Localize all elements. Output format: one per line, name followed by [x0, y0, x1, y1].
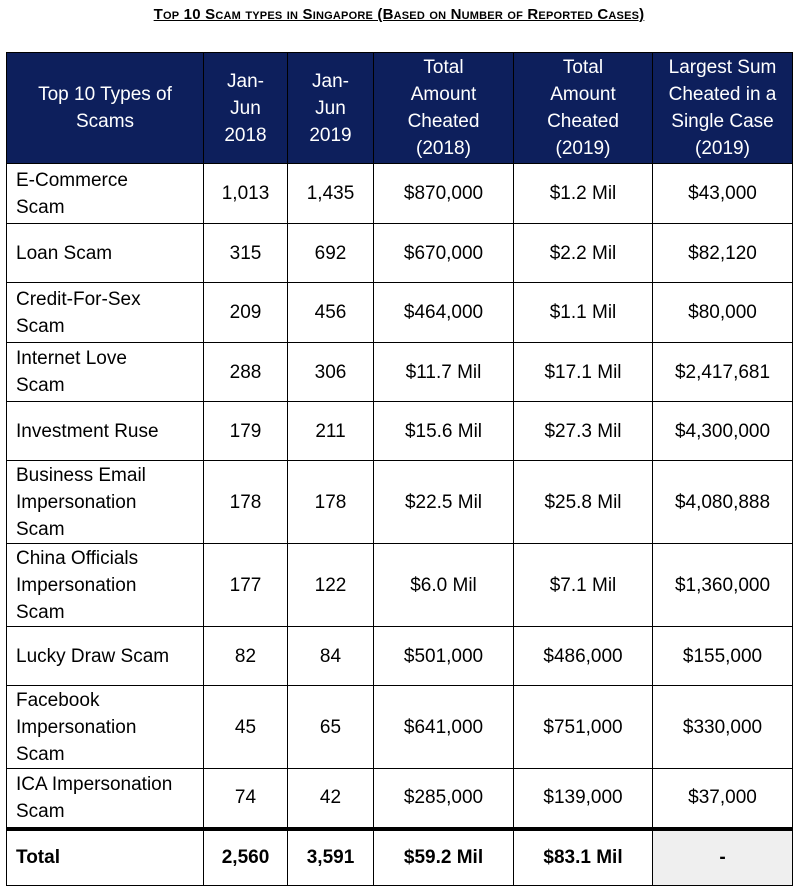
- table-row: E-Commerce Scam 1,013 1,435 $870,000 $1.…: [6, 163, 793, 224]
- cases-2019-cell: 1,435: [287, 163, 374, 224]
- total-amount-2018: $59.2 Mil: [373, 826, 514, 886]
- header-total-2018: Total Amount Cheated (2018): [373, 52, 514, 164]
- cases-2019-cell: 692: [287, 223, 374, 283]
- scam-type-cell: Lucky Draw Scam: [6, 626, 204, 686]
- total-amount-2019: $83.1 Mil: [513, 826, 653, 886]
- cases-2018-cell: 74: [203, 768, 288, 829]
- cases-2019-cell: 306: [287, 342, 374, 402]
- cases-2019-cell: 84: [287, 626, 374, 686]
- amount-2019-cell: $7.1 Mil: [513, 543, 653, 627]
- amount-2018-cell: $670,000: [373, 223, 514, 283]
- table-row: ICA Impersonation Scam 74 42 $285,000 $1…: [6, 768, 793, 829]
- amount-2019-cell: $139,000: [513, 768, 653, 829]
- cases-2019-cell: 42: [287, 768, 374, 829]
- total-label: Total: [6, 826, 204, 886]
- total-cases-2018: 2,560: [203, 826, 288, 886]
- largest-sum-cell: $43,000: [652, 163, 793, 224]
- largest-sum-cell: $155,000: [652, 626, 793, 686]
- header-jan-jun-2018: Jan-Jun 2018: [203, 52, 288, 164]
- largest-sum-cell: $4,300,000: [652, 401, 793, 461]
- amount-2019-cell: $2.2 Mil: [513, 223, 653, 283]
- table-row: China Officials Impersonation Scam 177 1…: [6, 543, 793, 627]
- amount-2019-cell: $486,000: [513, 626, 653, 686]
- largest-sum-cell: $330,000: [652, 685, 793, 769]
- table-row: Lucky Draw Scam 82 84 $501,000 $486,000 …: [6, 626, 793, 686]
- table-row: Loan Scam 315 692 $670,000 $2.2 Mil $82,…: [6, 223, 793, 283]
- cases-2019-cell: 122: [287, 543, 374, 627]
- amount-2019-cell: $1.1 Mil: [513, 282, 653, 343]
- header-jan-jun-2019: Jan-Jun 2019: [287, 52, 374, 164]
- cases-2019-cell: 456: [287, 282, 374, 343]
- total-row: Total 2,560 3,591 $59.2 Mil $83.1 Mil -: [6, 826, 793, 886]
- cases-2018-cell: 179: [203, 401, 288, 461]
- scam-table: Top 10 Types of Scams Jan-Jun 2018 Jan-J…: [6, 52, 793, 886]
- scam-type-cell: ICA Impersonation Scam: [6, 768, 204, 829]
- cases-2019-cell: 211: [287, 401, 374, 461]
- largest-sum-cell: $1,360,000: [652, 543, 793, 627]
- cases-2018-cell: 209: [203, 282, 288, 343]
- cases-2018-cell: 315: [203, 223, 288, 283]
- cases-2019-cell: 178: [287, 460, 374, 544]
- largest-sum-cell: $82,120: [652, 223, 793, 283]
- cases-2018-cell: 177: [203, 543, 288, 627]
- scam-type-cell: China Officials Impersonation Scam: [6, 543, 204, 627]
- amount-2018-cell: $641,000: [373, 685, 514, 769]
- scam-type-cell: Loan Scam: [6, 223, 204, 283]
- table-row: Internet Love Scam 288 306 $11.7 Mil $17…: [6, 342, 793, 402]
- largest-sum-cell: $2,417,681: [652, 342, 793, 402]
- header-scam-type: Top 10 Types of Scams: [6, 52, 204, 164]
- total-largest-sum: -: [652, 826, 793, 886]
- header-total-2019: Total Amount Cheated (2019): [513, 52, 653, 164]
- amount-2019-cell: $25.8 Mil: [513, 460, 653, 544]
- amount-2018-cell: $870,000: [373, 163, 514, 224]
- header-largest-sum: Largest Sum Cheated in a Single Case (20…: [652, 52, 793, 164]
- scam-type-cell: Internet Love Scam: [6, 342, 204, 402]
- amount-2018-cell: $15.6 Mil: [373, 401, 514, 461]
- amount-2018-cell: $285,000: [373, 768, 514, 829]
- largest-sum-cell: $4,080,888: [652, 460, 793, 544]
- largest-sum-cell: $80,000: [652, 282, 793, 343]
- scam-type-cell: Facebook Impersonation Scam: [6, 685, 204, 769]
- amount-2018-cell: $22.5 Mil: [373, 460, 514, 544]
- amount-2018-cell: $6.0 Mil: [373, 543, 514, 627]
- cases-2019-cell: 65: [287, 685, 374, 769]
- amount-2019-cell: $17.1 Mil: [513, 342, 653, 402]
- cases-2018-cell: 288: [203, 342, 288, 402]
- amount-2019-cell: $1.2 Mil: [513, 163, 653, 224]
- table-row: Facebook Impersonation Scam 45 65 $641,0…: [6, 685, 793, 769]
- scam-type-cell: E-Commerce Scam: [6, 163, 204, 224]
- scam-type-cell: Investment Ruse: [6, 401, 204, 461]
- amount-2019-cell: $751,000: [513, 685, 653, 769]
- table-header-row: Top 10 Types of Scams Jan-Jun 2018 Jan-J…: [6, 52, 793, 164]
- largest-sum-cell: $37,000: [652, 768, 793, 829]
- scam-type-cell: Business Email Impersonation Scam: [6, 460, 204, 544]
- scam-type-cell: Credit-For-Sex Scam: [6, 282, 204, 343]
- total-cases-2019: 3,591: [287, 826, 374, 886]
- table-row: Business Email Impersonation Scam 178 17…: [6, 460, 793, 544]
- cases-2018-cell: 178: [203, 460, 288, 544]
- cases-2018-cell: 1,013: [203, 163, 288, 224]
- amount-2019-cell: $27.3 Mil: [513, 401, 653, 461]
- cases-2018-cell: 82: [203, 626, 288, 686]
- amount-2018-cell: $464,000: [373, 282, 514, 343]
- amount-2018-cell: $501,000: [373, 626, 514, 686]
- amount-2018-cell: $11.7 Mil: [373, 342, 514, 402]
- table-row: Credit-For-Sex Scam 209 456 $464,000 $1.…: [6, 282, 793, 343]
- table-row: Investment Ruse 179 211 $15.6 Mil $27.3 …: [6, 401, 793, 461]
- cases-2018-cell: 45: [203, 685, 288, 769]
- page-title: Top 10 Scam types in Singapore (Based on…: [153, 6, 645, 23]
